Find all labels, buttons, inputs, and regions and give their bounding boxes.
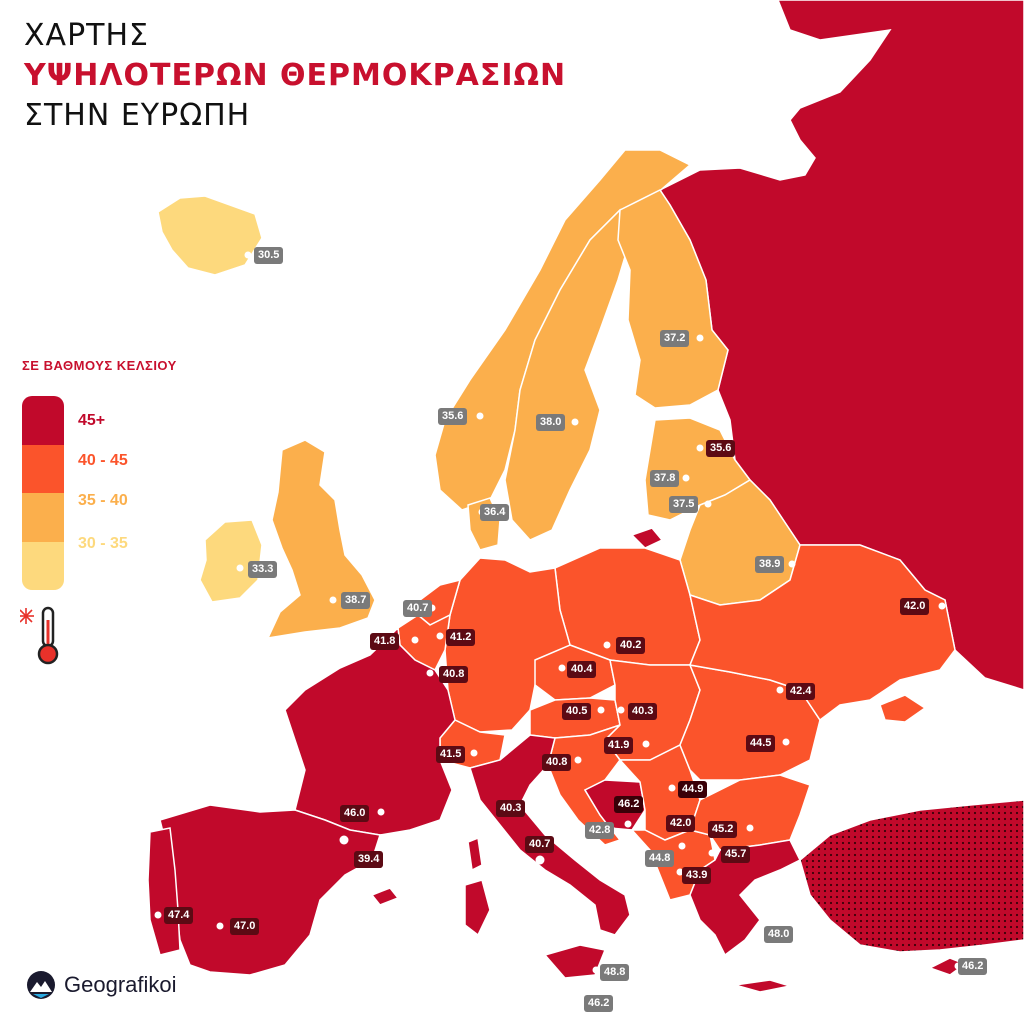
legend-swatch-40-45 xyxy=(22,444,64,493)
title-line-2: ΥΨΗΛΟΤΕΡΩΝ ΘΕΡΜΟΚΡΑΣΙΩΝ xyxy=(24,58,567,93)
city-label: 40.3 xyxy=(496,800,526,817)
city-label: 39.4 xyxy=(354,851,384,868)
city-label: 35.6 xyxy=(438,408,468,425)
city-label: 45.7 xyxy=(721,846,751,863)
region-kaliningrad xyxy=(630,527,664,549)
legend-label-45-plus: 45+ xyxy=(78,412,106,429)
legend-swatch-35-40 xyxy=(22,493,64,542)
legend-bar xyxy=(22,396,64,590)
region-finland xyxy=(617,189,729,409)
region-corsica xyxy=(467,836,483,872)
legend-title: ΣΕ ΒΑΘΜΟΥΣ ΚΕΛΣΙΟΥ xyxy=(22,358,177,373)
region-balearics xyxy=(370,887,400,906)
city-label: 42.4 xyxy=(786,683,816,700)
city-label: 46.2 xyxy=(614,796,644,813)
thermometer-icon xyxy=(20,606,59,665)
region-spain xyxy=(159,804,381,976)
region-great-britain xyxy=(266,439,376,639)
legend-swatch-30-35 xyxy=(22,541,64,590)
city-label: 43.9 xyxy=(682,867,712,884)
city-label: 41.8 xyxy=(370,633,400,650)
city-label: 38.9 xyxy=(755,556,785,573)
city-label: 40.8 xyxy=(439,666,469,683)
region-sweden xyxy=(504,208,631,541)
title-line-1: ΧΑΡΤΗΣ xyxy=(24,18,150,53)
brand-name: Geografikoi xyxy=(64,972,177,997)
city-label: 33.3 xyxy=(248,561,278,578)
city-label: 44.5 xyxy=(746,735,776,752)
city-label: 46.2 xyxy=(584,995,614,1012)
city-label: 37.5 xyxy=(669,496,699,513)
region-crete xyxy=(734,979,791,993)
title-line-3: ΣΤΗΝ ΕΥΡΩΠΗ xyxy=(24,98,251,133)
city-label: 42.0 xyxy=(666,815,696,832)
city-label: 37.8 xyxy=(650,470,680,487)
region-ireland xyxy=(199,519,263,603)
city-label: 38.7 xyxy=(341,592,371,609)
region-greece xyxy=(689,839,802,957)
city-label: 41.2 xyxy=(446,629,476,646)
region-sicily xyxy=(543,944,607,979)
city-label: 40.7 xyxy=(525,836,555,853)
city-label: 40.4 xyxy=(567,661,597,678)
city-label: 35.6 xyxy=(706,440,736,457)
city-label: 44.8 xyxy=(645,850,675,867)
city-label: 40.3 xyxy=(628,703,658,720)
region-sardinia xyxy=(464,879,491,937)
city-label: 40.2 xyxy=(616,637,646,654)
city-label: 30.5 xyxy=(254,247,284,264)
region-italy xyxy=(469,734,631,936)
brand: Geografikoi xyxy=(26,970,177,1000)
city-label: 42.0 xyxy=(900,598,930,615)
city-label: 46.2 xyxy=(958,958,988,975)
city-label: 37.2 xyxy=(660,330,690,347)
city-label: 40.8 xyxy=(542,754,572,771)
city-label: 40.5 xyxy=(562,703,592,720)
city-label: 46.0 xyxy=(340,805,370,822)
region-turkey xyxy=(799,799,1024,953)
city-label: 45.2 xyxy=(708,821,738,838)
city-label: 41.9 xyxy=(604,737,634,754)
city-label: 47.4 xyxy=(164,907,194,924)
city-label: 36.4 xyxy=(480,504,510,521)
city-label: 47.0 xyxy=(230,918,260,935)
city-label: 48.8 xyxy=(600,964,630,981)
city-label: 38.0 xyxy=(536,414,566,431)
city-label: 40.7 xyxy=(403,600,433,617)
region-iceland xyxy=(157,195,263,276)
city-label: 48.0 xyxy=(764,926,794,943)
city-label: 42.8 xyxy=(585,822,615,839)
city-label: 41.5 xyxy=(436,746,466,763)
region-ukraine xyxy=(688,544,956,722)
geografikoi-logo-icon xyxy=(27,971,55,999)
sun-icon xyxy=(20,608,34,624)
legend-label-30-35: 30 - 35 xyxy=(78,535,128,552)
legend-swatch-45-plus xyxy=(22,396,64,445)
region-crimea xyxy=(879,694,927,723)
city-label: 44.9 xyxy=(678,781,708,798)
legend-label-40-45: 40 - 45 xyxy=(78,452,128,469)
legend-label-35-40: 35 - 40 xyxy=(78,492,128,509)
